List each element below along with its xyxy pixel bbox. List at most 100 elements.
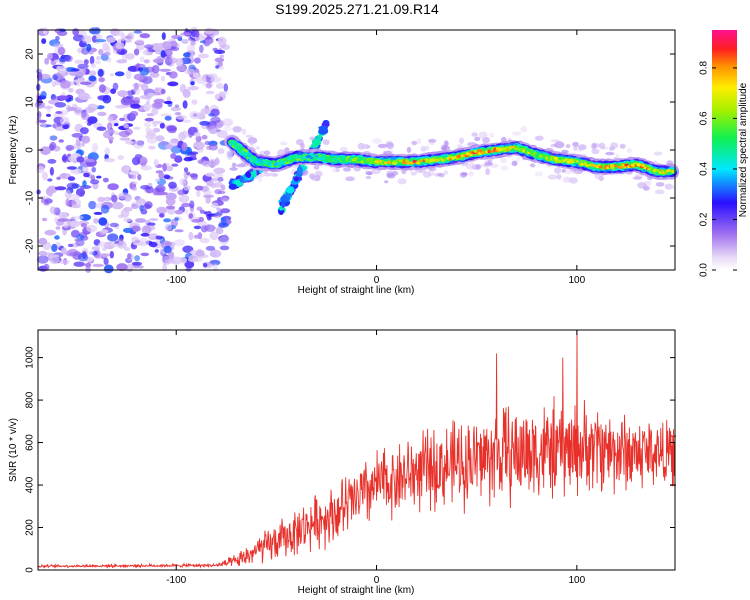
spectrogram-noise-blob (209, 177, 219, 182)
spectrogram-ridge-blob (274, 162, 278, 166)
spectrogram-noise-blob (97, 68, 104, 77)
spectrogram-noise-blob (41, 171, 48, 181)
spectrogram-noise-blob (58, 259, 70, 265)
spectrogram-noise-blob (126, 90, 136, 96)
spectrogram-noise-blob (103, 264, 114, 274)
spectrogram-noise-blob (186, 171, 191, 176)
spectrogram-noise-blob (49, 135, 58, 141)
spectrogram-noise-blob (149, 72, 160, 78)
spectrogram-noise-blob (70, 68, 80, 72)
spectrogram-noise-blob (126, 95, 134, 99)
spectrogram-ridge-blob (606, 166, 609, 170)
spectrogram-halo-blob (232, 126, 242, 133)
spectrogram-noise-blob (89, 251, 96, 255)
spectrogram-halo-blob (550, 139, 560, 143)
spectrogram-noise-blob (34, 101, 46, 109)
spectrogram-noise-blob (119, 117, 125, 122)
spectrogram-noise-blob (205, 245, 216, 251)
spectrogram-noise-blob (125, 70, 132, 80)
spectrogram-noise-blob (160, 113, 172, 117)
spectrogram-signal (223, 119, 680, 215)
spectrogram-halo-blob (474, 136, 481, 142)
spectrogram-branch-blob (286, 186, 294, 194)
spectrogram-noise-blob (207, 159, 217, 168)
spectrogram-ridge-blob (563, 159, 566, 163)
spectrogram-noise-blob (133, 73, 145, 81)
spectrogram-halo-blob (471, 132, 478, 137)
spectrogram-noise-blob (195, 135, 202, 143)
spectrogram-noise-blob (67, 176, 76, 181)
spectrogram-halo-blob (461, 172, 468, 176)
spectrogram-noise-blob (59, 80, 71, 89)
spectrogram-noise-blob (157, 191, 168, 196)
spectrogram-noise-blob (161, 32, 166, 40)
spectrogram-halo-blob (342, 167, 352, 172)
spectrogram-noise-blob (73, 34, 85, 42)
spectrogram-noise-blob (44, 57, 50, 65)
spectrogram-ridge-blob (647, 167, 652, 171)
spectrogram-noise-blob (168, 57, 178, 64)
spectrogram-ridge-blob (527, 149, 532, 153)
spectrogram-noise-blob (120, 97, 133, 106)
spectrogram-branch-blob (311, 138, 322, 146)
spectrogram-halo-blob (554, 141, 565, 149)
spectrogram-noise-region (34, 26, 238, 274)
spectrogram-noise-blob (56, 123, 62, 127)
spectrogram-noise-blob (67, 87, 74, 93)
spectrogram-noise-blob (160, 53, 168, 57)
colorbar-tick-label: 0.8 (699, 61, 710, 75)
spectrogram-ridge-blob (378, 159, 382, 163)
spectrogram-noise-blob (102, 177, 109, 183)
spectrogram-noise-blob (152, 58, 164, 64)
spectrogram-branch-blob (245, 171, 252, 178)
spectrogram-noise-blob (178, 194, 190, 203)
spectrogram-halo-blob (578, 144, 587, 151)
spectrogram-noise-blob (126, 34, 133, 40)
spectrogram-ridge-blob (547, 156, 551, 159)
colorbar-label: Normalized spectral amplitude (738, 82, 749, 217)
spectrogram-noise-blob (152, 127, 161, 133)
spectrogram-ridge-blob (666, 169, 671, 172)
spectrogram-noise-blob (142, 203, 152, 210)
spectrogram-halo-blob (397, 178, 407, 185)
spectrogram-halo-blob (231, 162, 237, 168)
spectrogram-noise-blob (91, 166, 96, 173)
spectrogram-noise-blob (179, 257, 188, 264)
spectrogram-noise-blob (205, 172, 215, 177)
spectrogram-noise-blob (171, 34, 183, 40)
spectrogram-halo-blob (433, 173, 439, 177)
spectrogram-noise-blob (43, 105, 54, 110)
spectrogram-noise-blob (179, 178, 187, 186)
spectrogram-halo-blob (367, 171, 373, 176)
spectrogram-halo-blob (284, 147, 290, 153)
spectrogram-noise-blob (118, 130, 131, 138)
spectrogram-noise-blob (41, 122, 47, 128)
spectrogram-noise-blob (110, 73, 115, 77)
spectrogram-halo-blob (372, 138, 382, 144)
spectrogram-noise-blob (118, 90, 129, 97)
spectrogram-noise-blob (86, 224, 98, 233)
spectrogram-halo-blob (632, 176, 643, 180)
spectrogram-noise-blob (164, 115, 172, 121)
spectrogram-halo-blob (565, 144, 571, 149)
spectrogram-noise-blob (124, 140, 134, 145)
spectrogram-noise-blob (73, 215, 84, 220)
spectrogram-noise-blob (170, 106, 181, 112)
spectrogram-noise-blob (103, 158, 116, 163)
spectrogram-noise-blob (57, 212, 68, 219)
spectrogram-noise-blob (83, 172, 90, 178)
spectrogram-halo-blob (564, 169, 573, 175)
spectrogram-y-tick-label: 0 (25, 147, 36, 153)
spectrogram-noise-blob (111, 201, 124, 210)
spectrogram-ridge-blob (443, 158, 447, 162)
spectrogram-noise-blob (86, 122, 92, 126)
spectrogram-noise-blob (206, 180, 214, 187)
spectrogram-halo-blob (322, 139, 330, 145)
spectrogram-ridge-blob (384, 161, 388, 165)
spectrogram-ridge-blob (309, 156, 314, 160)
spectrogram-noise-blob (205, 90, 215, 95)
spectrogram-halo-blob (478, 131, 488, 139)
spectrogram-noise-blob (120, 209, 130, 218)
spectrogram-ridge-blob (417, 161, 421, 165)
spectrogram-noise-blob (56, 95, 69, 101)
